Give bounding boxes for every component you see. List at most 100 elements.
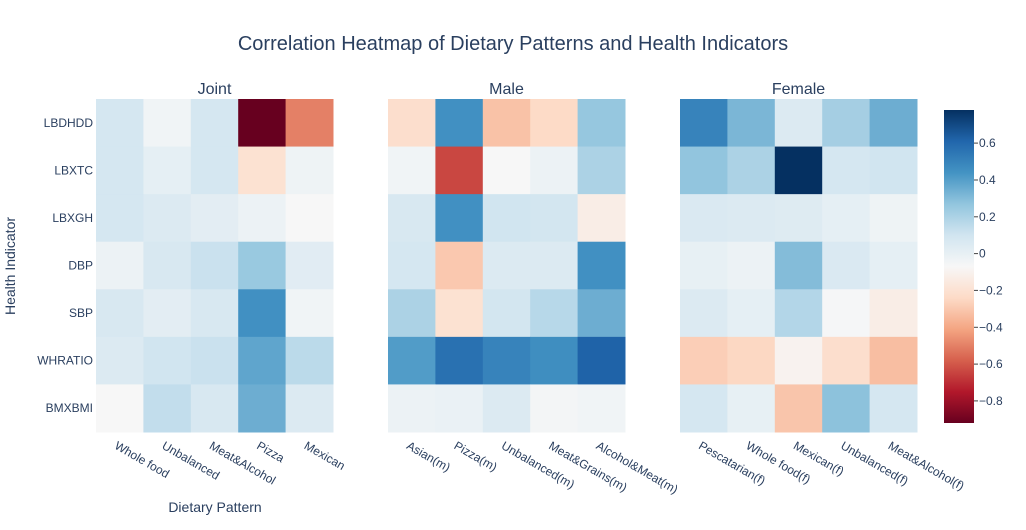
heatmap-cell[interactable]: [482, 336, 531, 385]
heatmap-cell[interactable]: [143, 146, 192, 195]
heatmap-cell[interactable]: [190, 194, 239, 243]
heatmap-cell[interactable]: [96, 336, 144, 385]
heatmap-cell[interactable]: [774, 194, 823, 243]
heatmap-cell[interactable]: [143, 336, 192, 385]
heatmap-cell[interactable]: [680, 99, 728, 148]
heatmap-cell[interactable]: [238, 289, 287, 338]
heatmap-cell[interactable]: [482, 289, 531, 338]
heatmap-cell[interactable]: [577, 289, 626, 338]
heatmap-cell[interactable]: [238, 146, 287, 195]
heatmap-cell[interactable]: [96, 289, 144, 338]
heatmap-cell[interactable]: [577, 99, 626, 148]
heatmap-cell[interactable]: [774, 384, 823, 433]
heatmap-cell[interactable]: [482, 241, 531, 290]
heatmap-cell[interactable]: [143, 194, 192, 243]
heatmap-cell[interactable]: [822, 194, 871, 243]
heatmap-cell[interactable]: [482, 384, 531, 433]
heatmap-cell[interactable]: [238, 194, 287, 243]
heatmap-cell[interactable]: [435, 99, 484, 148]
heatmap-cell[interactable]: [530, 241, 579, 290]
heatmap-cell[interactable]: [822, 289, 871, 338]
heatmap-cell[interactable]: [96, 241, 144, 290]
heatmap-cell[interactable]: [680, 241, 728, 290]
heatmap-cell[interactable]: [822, 384, 871, 433]
heatmap-cell[interactable]: [482, 146, 531, 195]
heatmap-cell[interactable]: [238, 336, 287, 385]
heatmap-cell[interactable]: [190, 241, 239, 290]
heatmap-cell[interactable]: [435, 336, 484, 385]
heatmap-cell[interactable]: [530, 146, 579, 195]
heatmap-cell[interactable]: [822, 146, 871, 195]
heatmap-cell[interactable]: [869, 289, 918, 338]
heatmap-cell[interactable]: [482, 194, 531, 243]
heatmap-cell[interactable]: [435, 146, 484, 195]
heatmap-cell[interactable]: [869, 241, 918, 290]
heatmap-cell[interactable]: [727, 146, 776, 195]
heatmap-cell[interactable]: [435, 384, 484, 433]
heatmap-cell[interactable]: [869, 194, 918, 243]
heatmap-cell[interactable]: [577, 336, 626, 385]
heatmap-cell[interactable]: [388, 194, 436, 243]
heatmap-cell[interactable]: [680, 384, 728, 433]
heatmap-cell[interactable]: [435, 241, 484, 290]
heatmap-cell[interactable]: [435, 194, 484, 243]
heatmap-cell[interactable]: [577, 194, 626, 243]
heatmap-cell[interactable]: [727, 194, 776, 243]
heatmap-cell[interactable]: [143, 384, 192, 433]
heatmap-cell[interactable]: [774, 241, 823, 290]
heatmap-cell[interactable]: [869, 384, 918, 433]
heatmap-cell[interactable]: [727, 289, 776, 338]
heatmap-cell[interactable]: [143, 289, 192, 338]
heatmap-cell[interactable]: [190, 384, 239, 433]
heatmap-cell[interactable]: [727, 241, 776, 290]
heatmap-cell[interactable]: [190, 289, 239, 338]
heatmap-cell[interactable]: [238, 241, 287, 290]
heatmap-cell[interactable]: [774, 99, 823, 148]
heatmap-cell[interactable]: [774, 146, 823, 195]
heatmap-cell[interactable]: [727, 384, 776, 433]
heatmap-cell[interactable]: [680, 336, 728, 385]
heatmap-cell[interactable]: [577, 241, 626, 290]
heatmap-cell[interactable]: [774, 336, 823, 385]
heatmap-cell[interactable]: [530, 194, 579, 243]
heatmap-cell[interactable]: [96, 146, 144, 195]
heatmap-cell[interactable]: [530, 289, 579, 338]
heatmap-cell[interactable]: [727, 99, 776, 148]
heatmap-cell[interactable]: [285, 384, 334, 433]
heatmap-cell[interactable]: [285, 194, 334, 243]
heatmap-cell[interactable]: [285, 99, 334, 148]
heatmap-cell[interactable]: [530, 99, 579, 148]
heatmap-cell[interactable]: [727, 336, 776, 385]
heatmap-cell[interactable]: [238, 384, 287, 433]
heatmap-cell[interactable]: [388, 99, 436, 148]
heatmap-cell[interactable]: [822, 336, 871, 385]
heatmap-cell[interactable]: [388, 241, 436, 290]
heatmap-cell[interactable]: [680, 146, 728, 195]
heatmap-cell[interactable]: [530, 384, 579, 433]
heatmap-cell[interactable]: [285, 241, 334, 290]
heatmap-cell[interactable]: [869, 336, 918, 385]
heatmap-cell[interactable]: [869, 99, 918, 148]
heatmap-cell[interactable]: [822, 241, 871, 290]
heatmap-cell[interactable]: [774, 289, 823, 338]
heatmap-cell[interactable]: [680, 289, 728, 338]
heatmap-cell[interactable]: [96, 99, 144, 148]
heatmap-cell[interactable]: [238, 99, 287, 148]
heatmap-cell[interactable]: [96, 194, 144, 243]
heatmap-cell[interactable]: [869, 146, 918, 195]
heatmap-cell[interactable]: [482, 99, 531, 148]
heatmap-cell[interactable]: [680, 194, 728, 243]
heatmap-cell[interactable]: [285, 336, 334, 385]
heatmap-cell[interactable]: [577, 146, 626, 195]
heatmap-cell[interactable]: [822, 99, 871, 148]
heatmap-cell[interactable]: [143, 99, 192, 148]
heatmap-cell[interactable]: [190, 99, 239, 148]
heatmap-cell[interactable]: [388, 384, 436, 433]
heatmap-cell[interactable]: [190, 146, 239, 195]
heatmap-cell[interactable]: [435, 289, 484, 338]
heatmap-cell[interactable]: [530, 336, 579, 385]
heatmap-cell[interactable]: [388, 289, 436, 338]
heatmap-cell[interactable]: [143, 241, 192, 290]
heatmap-cell[interactable]: [96, 384, 144, 433]
heatmap-cell[interactable]: [577, 384, 626, 433]
